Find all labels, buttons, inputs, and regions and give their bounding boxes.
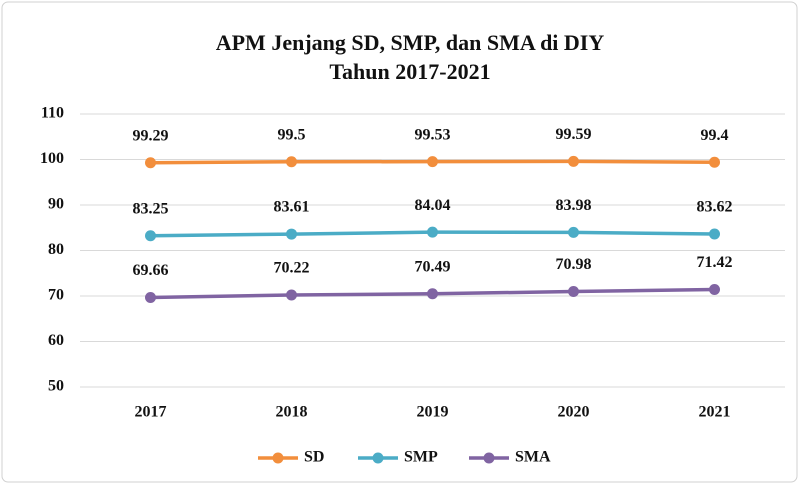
data-point <box>427 288 438 300</box>
data-point <box>427 226 438 238</box>
y-tick-label: 60 <box>48 332 64 349</box>
data-label: 70.49 <box>415 258 451 275</box>
data-point <box>286 228 297 240</box>
y-tick-label: 100 <box>40 150 64 167</box>
x-tick-label: 2017 <box>135 404 167 421</box>
data-point <box>145 157 156 169</box>
data-label: 83.62 <box>697 199 733 216</box>
data-label: 69.66 <box>133 262 169 279</box>
y-tick-label: 110 <box>41 105 64 122</box>
data-label: 99.59 <box>556 126 592 143</box>
x-tick-label: 2018 <box>276 404 308 421</box>
data-label: 99.5 <box>278 126 306 143</box>
data-point <box>568 155 579 167</box>
x-tick-label: 2020 <box>558 404 590 421</box>
data-point <box>427 156 438 168</box>
data-label: 70.22 <box>274 260 310 277</box>
legend-label: SMP <box>404 449 438 466</box>
data-label: 83.61 <box>274 199 310 216</box>
x-tick-label: 2019 <box>417 404 449 421</box>
data-point <box>709 284 720 296</box>
data-label: 99.4 <box>701 127 729 144</box>
data-point <box>568 226 579 238</box>
data-label: 84.04 <box>415 197 451 214</box>
data-label: 99.53 <box>415 126 451 143</box>
data-label: 83.25 <box>133 200 169 217</box>
data-label: 83.98 <box>556 197 592 214</box>
legend-label: SMA <box>515 449 551 466</box>
data-point <box>286 289 297 301</box>
data-point <box>145 230 156 242</box>
chart-subtitle: Tahun 2017-2021 <box>329 59 490 84</box>
data-point <box>286 156 297 168</box>
legend-label: SD <box>304 449 324 466</box>
y-tick-label: 50 <box>48 378 64 395</box>
data-label: 99.29 <box>133 127 169 144</box>
y-tick-label: 80 <box>48 241 64 258</box>
chart-title: APM Jenjang SD, SMP, dan SMA di DIY <box>216 30 605 55</box>
legend-marker <box>272 452 284 464</box>
data-point <box>709 156 720 168</box>
data-point <box>709 228 720 240</box>
data-label: 70.98 <box>556 256 592 273</box>
data-point <box>145 292 156 304</box>
data-point <box>568 286 579 298</box>
y-tick-label: 90 <box>48 196 64 213</box>
y-tick-label: 70 <box>48 287 64 304</box>
x-tick-label: 2021 <box>699 404 731 421</box>
data-label: 71.42 <box>697 254 733 271</box>
legend-marker <box>483 452 495 464</box>
legend-marker <box>372 452 384 464</box>
